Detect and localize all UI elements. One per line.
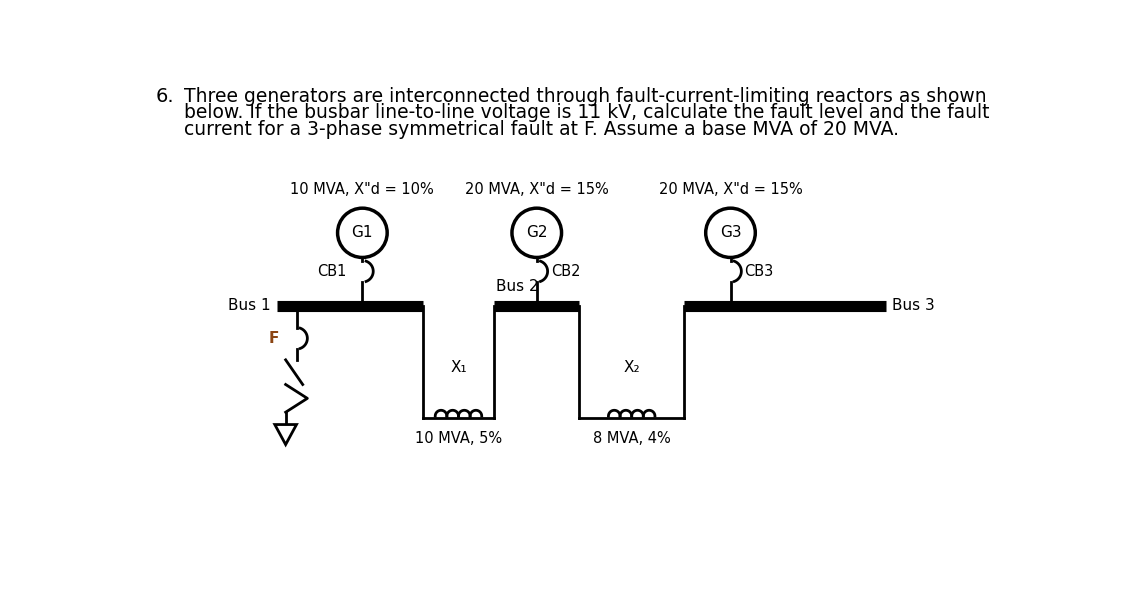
Text: G1: G1 bbox=[352, 225, 374, 240]
Text: Bus 1: Bus 1 bbox=[229, 298, 271, 313]
Text: 6.: 6. bbox=[155, 86, 174, 105]
Text: 8 MVA, 4%: 8 MVA, 4% bbox=[593, 431, 670, 446]
Text: X₁: X₁ bbox=[451, 360, 466, 375]
Text: current for a 3-phase symmetrical fault at F. Assume a base MVA of 20 MVA.: current for a 3-phase symmetrical fault … bbox=[185, 120, 899, 140]
Text: below. If the busbar line-to-line voltage is 11 kV, calculate the fault level an: below. If the busbar line-to-line voltag… bbox=[185, 104, 989, 122]
Text: Bus 3: Bus 3 bbox=[892, 298, 934, 313]
Text: CB2: CB2 bbox=[550, 264, 581, 279]
Text: X₂: X₂ bbox=[624, 360, 640, 375]
Text: Bus 2: Bus 2 bbox=[496, 279, 539, 294]
Text: Three generators are interconnected through fault-current-limiting reactors as s: Three generators are interconnected thro… bbox=[185, 86, 987, 105]
Text: G2: G2 bbox=[526, 225, 548, 240]
Text: 10 MVA, 5%: 10 MVA, 5% bbox=[415, 431, 501, 446]
Text: 10 MVA, X"d = 10%: 10 MVA, X"d = 10% bbox=[291, 182, 435, 198]
Text: 20 MVA, X"d = 15%: 20 MVA, X"d = 15% bbox=[659, 182, 803, 198]
Text: 20 MVA, X"d = 15%: 20 MVA, X"d = 15% bbox=[465, 182, 609, 198]
Text: F: F bbox=[269, 331, 280, 346]
Text: CB1: CB1 bbox=[317, 264, 346, 279]
Polygon shape bbox=[275, 425, 297, 444]
Text: CB3: CB3 bbox=[745, 264, 773, 279]
Text: G3: G3 bbox=[720, 225, 741, 240]
